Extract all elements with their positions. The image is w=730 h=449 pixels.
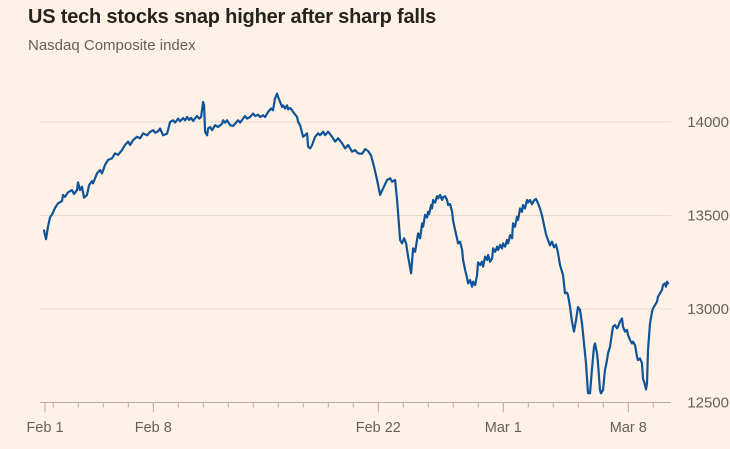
x-axis-label: Feb 1 (26, 420, 63, 436)
chart-title: US tech stocks snap higher after sharp f… (28, 6, 436, 28)
x-axis-label: Mar 1 (485, 420, 522, 436)
y-axis-label: 13500 (687, 208, 729, 225)
y-axis-label: 14000 (687, 114, 729, 131)
y-axis-label: 13000 (687, 301, 729, 318)
x-axis-label: Feb 8 (135, 420, 172, 436)
x-axis-label: Feb 22 (356, 420, 401, 436)
series-line (42, 92, 670, 395)
x-axis-label: Mar 8 (610, 420, 647, 436)
y-axis-label: 12500 (687, 395, 729, 412)
chart-subtitle: Nasdaq Composite index (28, 37, 196, 54)
